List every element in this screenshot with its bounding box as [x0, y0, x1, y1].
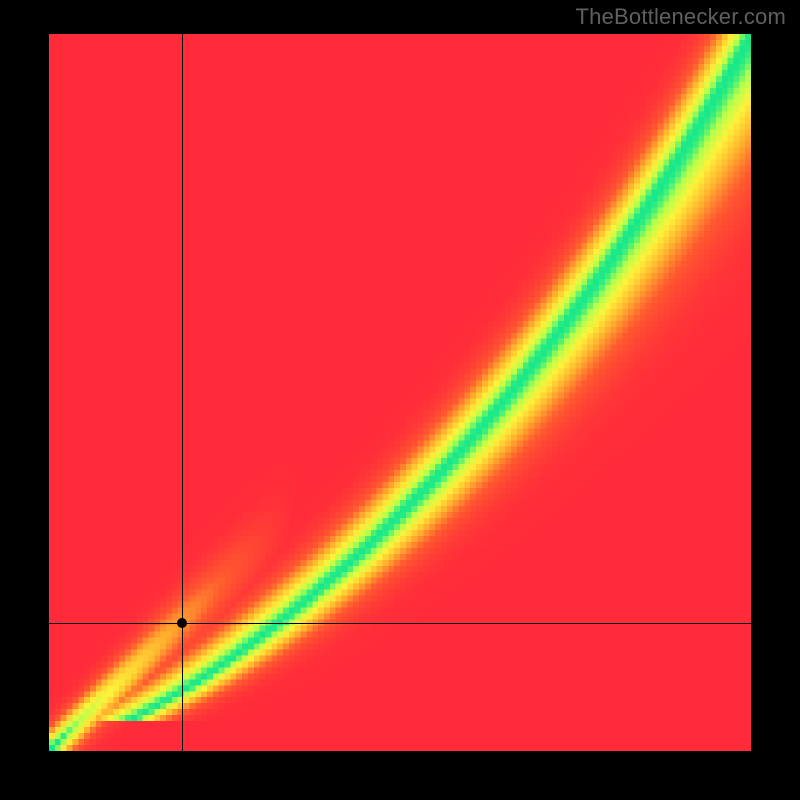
- selection-marker: [177, 618, 187, 628]
- crosshair-vertical: [182, 34, 183, 751]
- heatmap-canvas: [49, 34, 751, 751]
- crosshair-horizontal: [49, 623, 751, 624]
- watermark-text: TheBottlenecker.com: [576, 4, 786, 30]
- chart-frame: TheBottlenecker.com: [0, 0, 800, 800]
- bottleneck-heatmap: [49, 34, 751, 751]
